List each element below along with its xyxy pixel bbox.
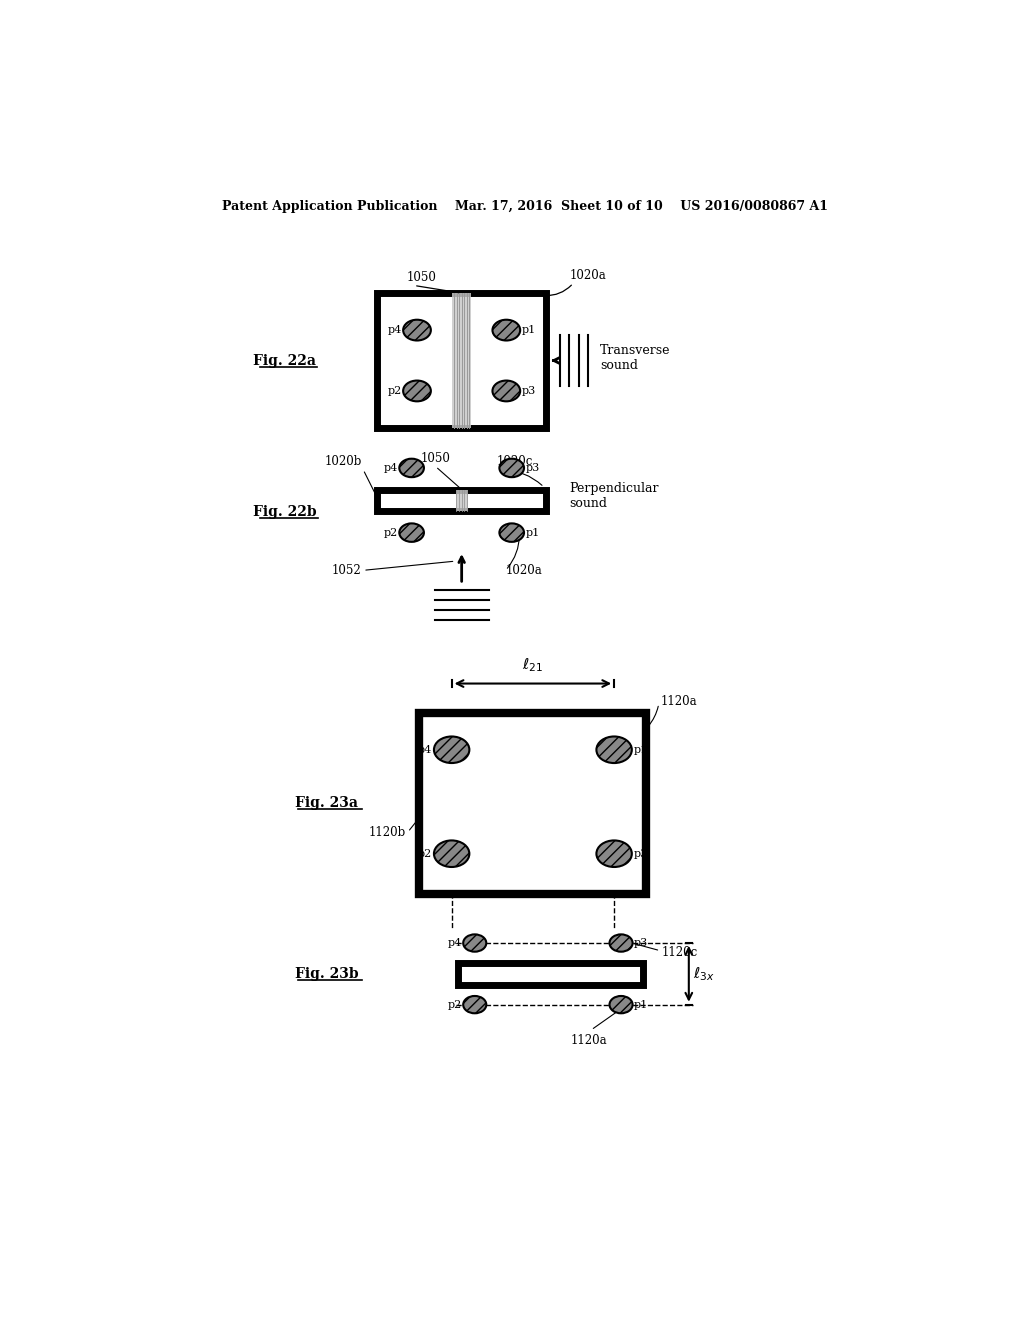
Text: 1120a: 1120a xyxy=(660,694,697,708)
Ellipse shape xyxy=(596,737,632,763)
Bar xyxy=(377,293,547,428)
Ellipse shape xyxy=(399,524,424,543)
Ellipse shape xyxy=(500,524,524,543)
Text: p1: p1 xyxy=(525,528,540,537)
Text: p2: p2 xyxy=(418,849,432,859)
Bar xyxy=(456,490,468,511)
Text: Perpendicular
sound: Perpendicular sound xyxy=(569,482,659,511)
Text: p4: p4 xyxy=(447,939,462,948)
Ellipse shape xyxy=(463,935,486,952)
Ellipse shape xyxy=(493,319,520,341)
Text: 1052: 1052 xyxy=(332,564,361,577)
Text: 1020b: 1020b xyxy=(325,455,361,469)
Text: 1050: 1050 xyxy=(421,451,451,465)
Text: Fig. 22b: Fig. 22b xyxy=(253,504,316,519)
Text: p4: p4 xyxy=(384,463,397,473)
Ellipse shape xyxy=(596,841,632,867)
Text: 1020a: 1020a xyxy=(506,564,543,577)
Text: $\ell_{3x}$: $\ell_{3x}$ xyxy=(693,965,715,982)
Text: 1020c: 1020c xyxy=(497,455,532,469)
Text: $\ell_{21}$: $\ell_{21}$ xyxy=(522,656,544,675)
Text: p2: p2 xyxy=(387,385,401,396)
Ellipse shape xyxy=(403,319,431,341)
Text: 1050: 1050 xyxy=(407,271,436,284)
Ellipse shape xyxy=(609,997,633,1014)
Ellipse shape xyxy=(434,841,469,867)
Text: p4: p4 xyxy=(418,744,432,755)
Text: Fig. 23a: Fig. 23a xyxy=(295,796,358,810)
Text: 1120c: 1120c xyxy=(662,945,698,958)
Ellipse shape xyxy=(434,737,469,763)
Text: Transverse
sound: Transverse sound xyxy=(600,345,671,372)
Text: p1: p1 xyxy=(634,999,648,1010)
Ellipse shape xyxy=(500,459,524,478)
Text: p1: p1 xyxy=(521,325,536,335)
Text: p3: p3 xyxy=(634,849,647,859)
Text: 1120a: 1120a xyxy=(570,1034,607,1047)
Text: Patent Application Publication    Mar. 17, 2016  Sheet 10 of 10    US 2016/00808: Patent Application Publication Mar. 17, … xyxy=(222,199,827,213)
Ellipse shape xyxy=(493,380,520,401)
Bar xyxy=(419,713,646,894)
Text: p1: p1 xyxy=(634,744,647,755)
Text: p3: p3 xyxy=(521,385,536,396)
Ellipse shape xyxy=(609,935,633,952)
Text: Fig. 22a: Fig. 22a xyxy=(253,354,316,367)
Bar xyxy=(453,293,471,428)
Ellipse shape xyxy=(399,459,424,478)
Text: p2: p2 xyxy=(447,999,462,1010)
Ellipse shape xyxy=(403,380,431,401)
Text: 1120b: 1120b xyxy=(369,825,407,838)
Bar xyxy=(377,490,547,511)
Text: p2: p2 xyxy=(384,528,397,537)
Text: 1020a: 1020a xyxy=(569,268,606,281)
Text: p3: p3 xyxy=(525,463,540,473)
Text: p3: p3 xyxy=(634,939,648,948)
Bar xyxy=(458,964,643,985)
Text: Fig. 23b: Fig. 23b xyxy=(295,966,358,981)
Ellipse shape xyxy=(463,997,486,1014)
Text: p4: p4 xyxy=(387,325,401,335)
